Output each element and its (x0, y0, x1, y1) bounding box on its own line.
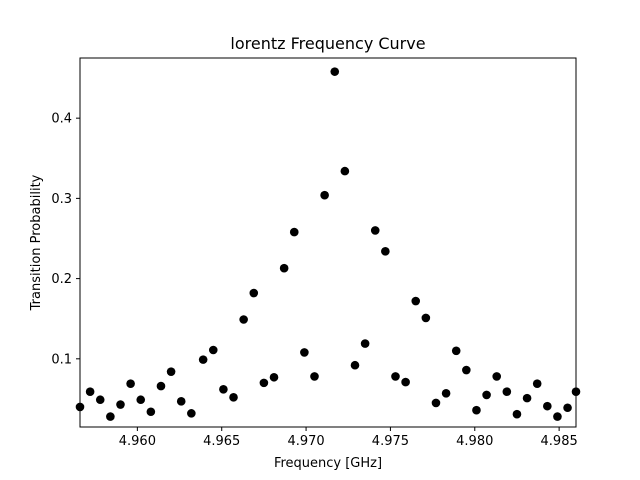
x-tick-label: 4.960 (119, 434, 156, 449)
data-point (146, 407, 156, 417)
data-point (116, 400, 125, 409)
data-point (330, 67, 340, 76)
data-point (126, 379, 135, 388)
x-tick-label: 4.970 (287, 434, 324, 449)
data-point (401, 377, 410, 387)
data-point (411, 296, 421, 306)
data-point (320, 190, 329, 200)
data-point (512, 409, 522, 419)
data-point (198, 355, 208, 364)
data-point (472, 405, 481, 415)
data-point (391, 372, 400, 381)
data-point (553, 412, 562, 421)
data-point (269, 372, 279, 382)
data-point (95, 395, 105, 405)
y-tick-label: 0.4 (51, 112, 72, 127)
data-point (431, 398, 441, 408)
data-point (136, 395, 146, 405)
data-point (310, 372, 319, 381)
x-tick-label: 4.965 (203, 434, 240, 449)
y-tick-label: 0.3 (51, 192, 72, 207)
data-point (239, 315, 248, 324)
data-point (381, 247, 390, 256)
data-point (166, 367, 176, 376)
data-point (451, 346, 461, 356)
data-point (229, 393, 238, 402)
x-tick-label: 4.985 (541, 434, 578, 449)
chart-title: lorentz Frequency Curve (230, 34, 425, 53)
x-axis: 4.960 4.965 4.970 4.975 4.980 4.985 (119, 427, 578, 449)
data-point (421, 313, 431, 323)
data-points (75, 67, 581, 421)
data-point (441, 389, 451, 398)
data-point (187, 409, 196, 418)
data-point (532, 379, 542, 388)
y-tick-label: 0.2 (51, 272, 72, 287)
data-point (279, 263, 289, 273)
data-point (259, 378, 269, 388)
x-tick-label: 4.975 (372, 434, 409, 449)
plot-frame (79, 57, 577, 428)
data-point (492, 372, 502, 381)
data-point (208, 345, 218, 355)
data-point (156, 381, 166, 391)
y-tick-label: 0.1 (51, 352, 72, 367)
data-point (350, 360, 360, 370)
data-point (300, 348, 309, 357)
data-point (563, 403, 572, 413)
data-point (340, 166, 350, 176)
data-point (219, 385, 228, 394)
data-point (502, 387, 512, 397)
data-point (462, 365, 471, 375)
x-tick-label: 4.980 (456, 434, 493, 449)
data-point (249, 288, 259, 298)
data-point (176, 397, 186, 406)
data-point (106, 412, 115, 421)
y-axis: 0.1 0.2 0.3 0.4 (51, 112, 80, 367)
y-axis-label: Transition Probability (29, 174, 44, 311)
x-axis-label: Frequency [GHz] (274, 456, 382, 471)
data-point (289, 227, 299, 237)
data-point (360, 339, 370, 348)
data-point (85, 387, 95, 397)
data-point (522, 393, 532, 403)
data-point (370, 226, 380, 235)
data-point (482, 390, 491, 400)
data-point (543, 401, 552, 411)
